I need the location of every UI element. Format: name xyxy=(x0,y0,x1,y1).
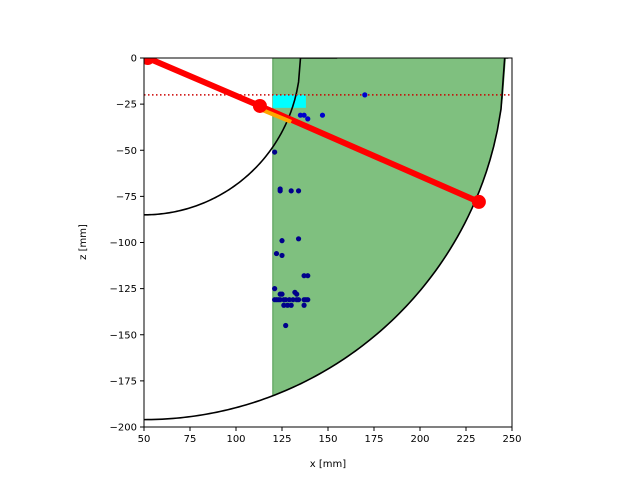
data-point xyxy=(272,286,278,292)
x-tick-label: 250 xyxy=(502,434,521,445)
beam-marker xyxy=(252,98,267,113)
beam-markers xyxy=(144,58,486,209)
x-tick-label: 100 xyxy=(226,434,245,445)
data-point xyxy=(297,112,303,118)
outer-arc xyxy=(144,58,509,421)
y-tick-label: −200 xyxy=(110,423,137,434)
y-axis-ticks: 0 −25 −50 −75 −100 −125 −150 −175 −200 xyxy=(110,54,144,434)
data-point xyxy=(362,92,368,98)
beam-highlight xyxy=(259,107,292,124)
data-point xyxy=(305,273,311,279)
data-point xyxy=(319,112,326,118)
data-point xyxy=(294,291,300,297)
data-point xyxy=(290,297,296,303)
y-tick-label: −100 xyxy=(110,238,137,249)
y-axis-title: z [mm] xyxy=(78,224,89,260)
y-tick-label: −75 xyxy=(116,192,137,203)
y-tick-label: −125 xyxy=(110,284,137,295)
data-point xyxy=(283,297,289,303)
plot-area xyxy=(144,58,512,421)
x-tick-label: 150 xyxy=(318,434,337,445)
beam-marker xyxy=(471,194,486,209)
data-point xyxy=(279,291,285,297)
data-point xyxy=(281,302,287,308)
x-tick-label: 75 xyxy=(184,434,197,445)
data-point xyxy=(272,149,278,155)
x-tick-label: 225 xyxy=(456,434,475,445)
data-point xyxy=(277,297,283,303)
inner-arc xyxy=(144,58,338,216)
x-axis-ticks: 50 75 100 125 150 175 200 225 250 xyxy=(138,427,522,445)
x-axis-title: x [mm] xyxy=(310,459,346,470)
y-tick-label: −150 xyxy=(110,330,137,341)
x-tick-label: 200 xyxy=(410,434,429,445)
highlight-band xyxy=(272,94,306,108)
data-points xyxy=(272,92,368,329)
data-point xyxy=(273,250,280,257)
data-point xyxy=(279,238,285,244)
data-point xyxy=(301,112,307,118)
data-point xyxy=(305,116,311,122)
data-point xyxy=(279,252,285,259)
data-point xyxy=(284,302,291,308)
data-point xyxy=(301,273,307,279)
data-point xyxy=(301,302,307,308)
data-point xyxy=(288,302,294,308)
data-point xyxy=(295,236,302,242)
y-tick-label: −175 xyxy=(110,376,137,387)
shaded-region xyxy=(272,58,509,397)
y-tick-label: 0 xyxy=(131,54,137,65)
x-tick-label: 175 xyxy=(364,434,383,445)
data-point xyxy=(288,188,294,194)
data-point xyxy=(305,297,311,303)
y-tick-label: −50 xyxy=(116,146,137,157)
data-point xyxy=(283,322,289,329)
x-tick-label: 125 xyxy=(272,434,291,445)
data-point xyxy=(295,188,302,194)
data-point xyxy=(286,297,292,303)
y-tick-label: −25 xyxy=(116,100,137,111)
beam-marker xyxy=(144,58,155,65)
data-point xyxy=(277,188,283,194)
x-tick-label: 50 xyxy=(138,434,151,445)
data-point xyxy=(295,297,302,303)
